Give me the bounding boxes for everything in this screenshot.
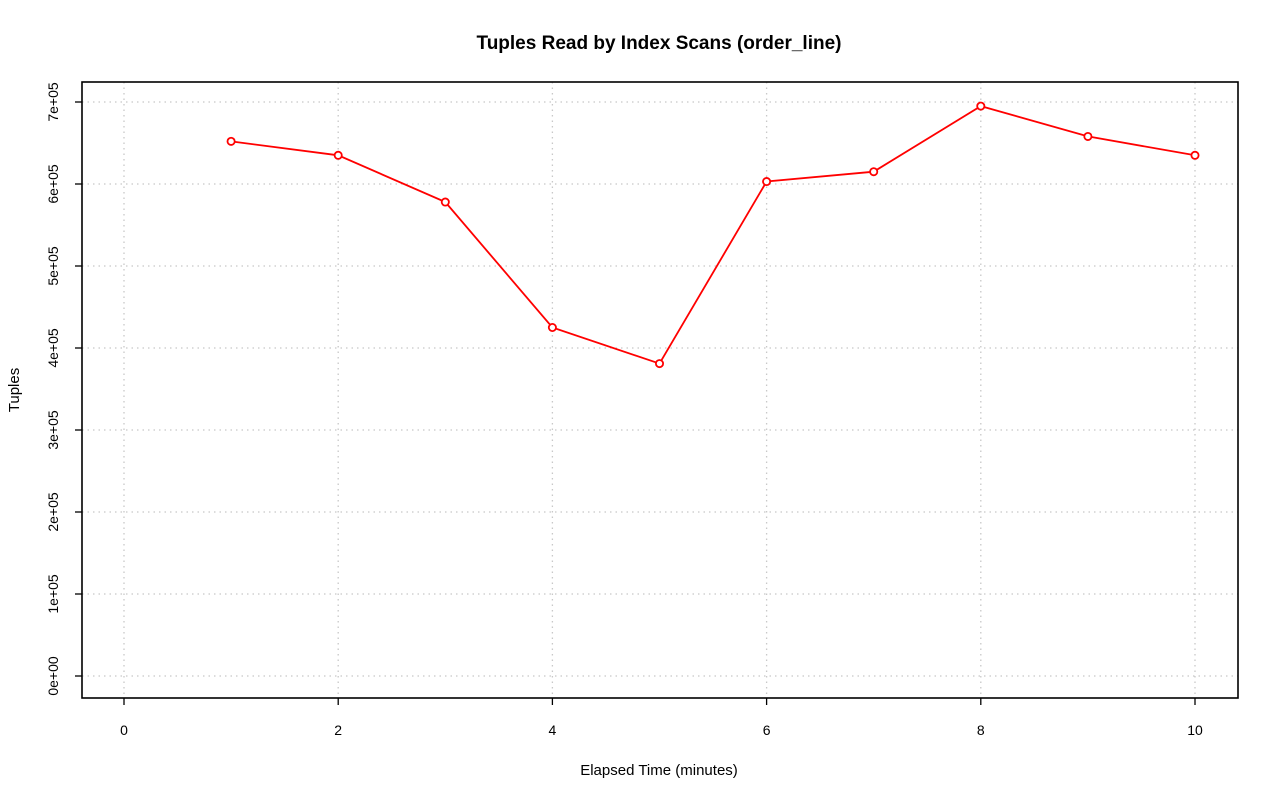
data-point bbox=[869, 167, 879, 177]
data-point bbox=[440, 197, 450, 207]
y-tick-label: 1e+05 bbox=[45, 574, 61, 614]
y-tick-label: 6e+05 bbox=[45, 164, 61, 204]
y-tick-label: 5e+05 bbox=[45, 246, 61, 286]
axes: 0 2 4 6 8 10 0e+00 1e+05 2e+05 3e+05 4e+05 5e+05 6e+… bbox=[45, 82, 1203, 738]
data-point bbox=[226, 136, 236, 146]
y-tick-label: 0e+00 bbox=[45, 656, 61, 696]
x-tick-label: 2 bbox=[334, 722, 342, 738]
data-point bbox=[655, 359, 665, 369]
series-line bbox=[230, 105, 1196, 365]
data-point bbox=[762, 177, 772, 187]
plot-frame bbox=[81, 81, 1239, 699]
data-point bbox=[333, 150, 343, 160]
data-point bbox=[547, 322, 557, 332]
data-point bbox=[1083, 131, 1093, 141]
y-axis-label: Tuples bbox=[6, 368, 23, 412]
y-tick-label: 4e+05 bbox=[45, 328, 61, 368]
x-axis-label: Elapsed Time (minutes) bbox=[580, 762, 738, 779]
y-tick-label: 7e+05 bbox=[45, 82, 61, 122]
y-tick-label: 2e+05 bbox=[45, 492, 61, 532]
x-tick-label: 8 bbox=[977, 722, 985, 738]
x-tick-label: 0 bbox=[120, 722, 128, 738]
series-layer bbox=[226, 101, 1200, 369]
chart-title: Tuples Read by Index Scans (order_line) bbox=[477, 33, 842, 54]
x-tick-label: 10 bbox=[1187, 722, 1203, 738]
data-point bbox=[1190, 150, 1200, 160]
y-tick-label: 3e+05 bbox=[45, 410, 61, 450]
x-tick-label: 6 bbox=[763, 722, 771, 738]
data-point bbox=[976, 101, 986, 111]
x-tick-label: 4 bbox=[549, 722, 557, 738]
grid-lines bbox=[82, 82, 1238, 698]
